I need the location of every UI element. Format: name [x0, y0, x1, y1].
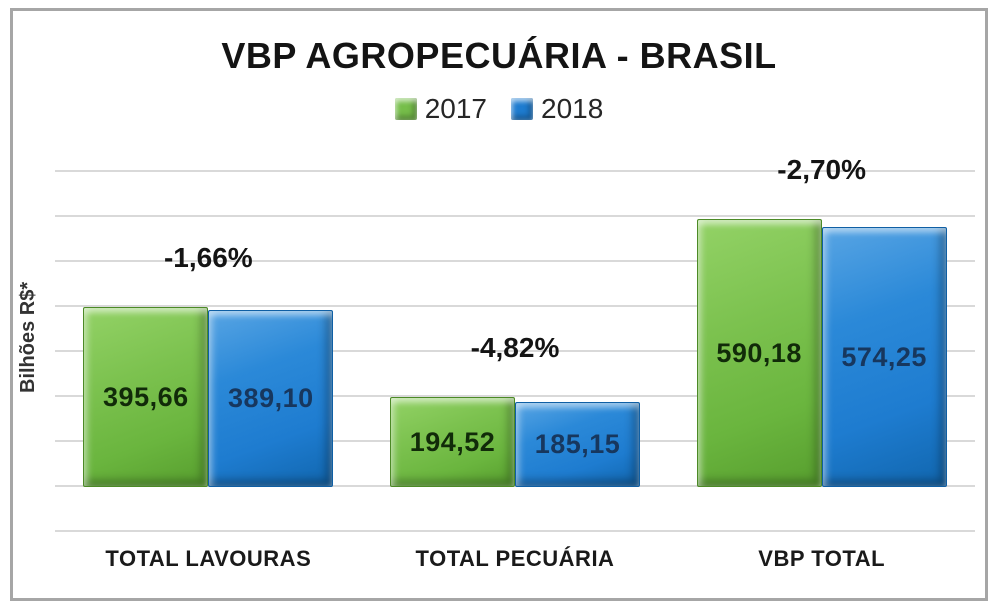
percent-change-label-vbp-total: -2,70% [777, 154, 867, 185]
bar-2017-total-lavouras: 395,66 [83, 307, 209, 487]
bar-2018-total-lavouras: 389,10 [208, 310, 334, 487]
chart-title: VBP AGROPECUÁRIA - BRASIL [221, 35, 777, 76]
bar-2018-total-pecuaria: 185,15 [514, 402, 640, 487]
value-label-2017-total-lavouras: 395,66 [103, 381, 189, 412]
value-label-2017-vbp-total: 590,18 [716, 337, 802, 368]
legend-item-2017: 2017 [394, 93, 487, 125]
legend-label-2017: 2017 [424, 93, 487, 124]
x-axis-labels: TOTAL LAVOURAS TOTAL PECUÁRIA VBP TOTAL [55, 546, 975, 572]
bars-total-lavouras: 395,66 389,10 [55, 307, 362, 487]
bar-2018-vbp-total: 574,25 [821, 227, 947, 487]
plot-area: -1,66% 395,66 389,10 -4,82% 194,52 185,15 -2,7… [55, 154, 975, 532]
percent-change-label-total-lavouras: -1,66% [163, 242, 253, 273]
x-axis-label-vbp-total: VBP TOTAL [758, 546, 886, 571]
value-label-2017-total-pecuaria: 194,52 [409, 426, 496, 457]
legend-swatch-2017 [394, 98, 417, 120]
x-axis-label-total-pecuaria: TOTAL PECUÁRIA [415, 546, 615, 571]
value-label-2018-total-lavouras: 389,10 [228, 383, 314, 413]
chart-frame: VBP AGROPECUÁRIA - BRASIL 2017 2018 Bilhõ… [10, 8, 988, 601]
legend-swatch-2018 [511, 98, 533, 120]
x-axis-label-total-lavouras: TOTAL LAVOURAS [105, 546, 312, 571]
bars-total-pecuaria: 194,52 185,15 [362, 397, 669, 487]
bars-vbp-total: 590,18 574,25 [668, 219, 975, 487]
bar-2017-total-pecuaria: 194,52 [389, 397, 515, 487]
legend-label-2018: 2018 [541, 93, 604, 124]
legend: 2017 2018 [13, 93, 985, 125]
legend-item-2018: 2018 [511, 93, 603, 125]
y-axis-label: Bilhões R$* [17, 281, 39, 393]
bar-2017-vbp-total: 590,18 [696, 219, 822, 487]
value-label-2018-vbp-total: 574,25 [841, 341, 927, 372]
percent-change-label-total-pecuaria: -4,82% [470, 332, 560, 363]
value-label-2018-total-pecuaria: 185,15 [534, 429, 621, 459]
